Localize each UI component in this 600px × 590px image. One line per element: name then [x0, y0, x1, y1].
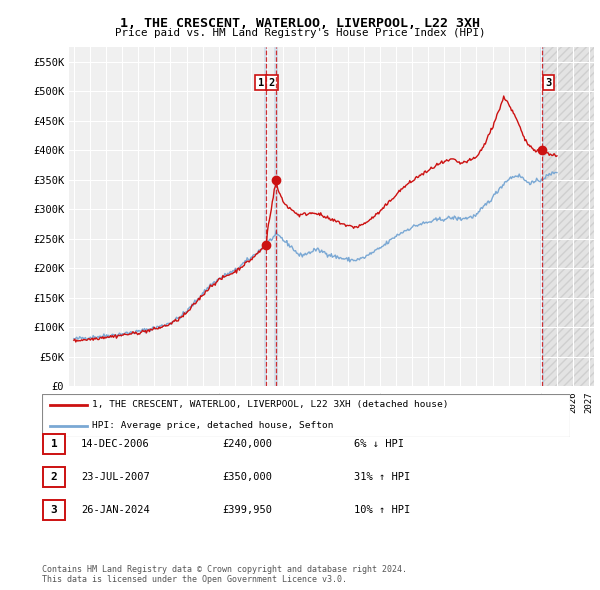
Text: 1: 1 [258, 78, 264, 87]
FancyBboxPatch shape [43, 434, 65, 454]
Text: £240,000: £240,000 [222, 439, 272, 448]
Text: Contains HM Land Registry data © Crown copyright and database right 2024.
This d: Contains HM Land Registry data © Crown c… [42, 565, 407, 584]
Text: 1, THE CRESCENT, WATERLOO, LIVERPOOL, L22 3XH (detached house): 1, THE CRESCENT, WATERLOO, LIVERPOOL, L2… [92, 400, 449, 409]
Text: 2: 2 [50, 472, 58, 481]
Bar [542, 47, 594, 386]
Text: £350,000: £350,000 [222, 472, 272, 481]
Text: 23-JUL-2007: 23-JUL-2007 [81, 472, 150, 481]
Bar [540, 47, 544, 386]
Text: 6% ↓ HPI: 6% ↓ HPI [354, 439, 404, 448]
Bar [265, 47, 268, 386]
Text: 3: 3 [545, 78, 551, 87]
Text: £399,950: £399,950 [222, 505, 272, 514]
Text: 3: 3 [50, 505, 58, 514]
Text: 26-JAN-2024: 26-JAN-2024 [81, 505, 150, 514]
Text: 1: 1 [50, 439, 58, 448]
FancyBboxPatch shape [43, 500, 65, 520]
Text: 2: 2 [269, 78, 275, 87]
FancyBboxPatch shape [43, 467, 65, 487]
Text: Price paid vs. HM Land Registry's House Price Index (HPI): Price paid vs. HM Land Registry's House … [115, 28, 485, 38]
Bar [274, 47, 278, 386]
Text: 14-DEC-2006: 14-DEC-2006 [81, 439, 150, 448]
Text: HPI: Average price, detached house, Sefton: HPI: Average price, detached house, Seft… [92, 421, 334, 431]
FancyBboxPatch shape [42, 394, 570, 437]
Text: 10% ↑ HPI: 10% ↑ HPI [354, 505, 410, 514]
Text: 1, THE CRESCENT, WATERLOO, LIVERPOOL, L22 3XH: 1, THE CRESCENT, WATERLOO, LIVERPOOL, L2… [120, 17, 480, 30]
Text: 31% ↑ HPI: 31% ↑ HPI [354, 472, 410, 481]
